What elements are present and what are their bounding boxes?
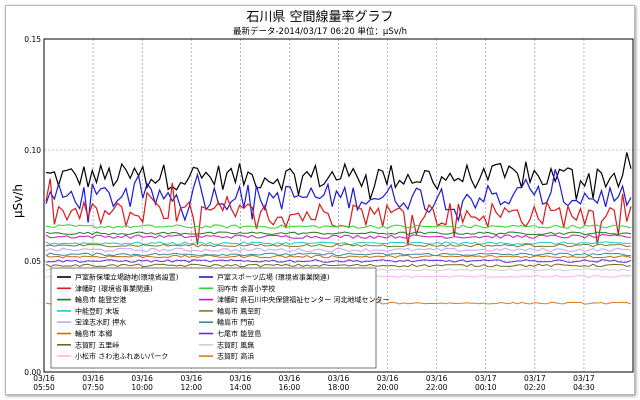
legend-entry: 戸室スポーツ広場 (環境省事業関連): [217, 273, 330, 282]
x-tick-date: 03/16: [426, 374, 448, 383]
legend-entry: 津幡町 (環境省事業関連): [75, 284, 153, 293]
x-tick-time: 14:00: [230, 383, 252, 392]
series-line: [45, 254, 632, 259]
chart-frame: 石川県 空間線量率グラフ 最新データ-2014/03/17 06:20 単位：μ…: [5, 5, 635, 395]
legend: 戸室新保埋立場跡地(環境省設置) 戸室スポーツ広場 (環境省事業関連) 津幡町 (環…: [50, 267, 389, 369]
legend-entry: 輪島市 能登空港: [75, 295, 126, 304]
x-tick-date: 03/16: [377, 374, 399, 383]
radiation-line-chart: 石川県 空間線量率グラフ 最新データ-2014/03/17 06:20 単位：μ…: [11, 9, 634, 392]
axis-ticks: 0.000.050.100.1503/1605:5003/1607:5003/1…: [24, 35, 595, 392]
series-line: [45, 263, 632, 268]
x-tick-time: 18:00: [328, 383, 350, 392]
series-line: [45, 243, 632, 248]
x-tick-date: 03/16: [180, 374, 202, 383]
series-line: [45, 224, 632, 229]
legend-entry: 輪島市 門前: [217, 318, 254, 327]
series-line: [45, 169, 632, 223]
legend-entry: 小松市 さわ池ふれあいパーク: [75, 352, 168, 361]
x-tick-date: 03/16: [279, 374, 301, 383]
series-line: [45, 231, 632, 236]
legend-entry: 志賀町 五里峠: [75, 340, 119, 349]
x-tick-time: 07:50: [82, 383, 104, 392]
plot-border: [43, 38, 634, 373]
x-tick-date: 03/17: [573, 374, 595, 383]
x-tick-date: 03/16: [33, 374, 55, 383]
x-tick-time: 02:20: [524, 383, 546, 392]
legend-entry: 羽咋市 余喜小学校: [217, 284, 275, 293]
series-line: [45, 234, 632, 239]
series-line: [45, 241, 632, 246]
x-tick-time: 04:30: [573, 383, 595, 392]
legend-entry: 輪島市 本郷: [75, 329, 112, 338]
x-tick-time: 16:00: [279, 383, 301, 392]
legend-entry: 七尾市 能登島: [217, 329, 261, 338]
legend-entry: 津幡町 県石川中央保健福祉センター 河北地域センター: [217, 295, 389, 304]
series-line: [45, 252, 631, 257]
y-axis-label: μSv/h: [11, 184, 25, 218]
chart-title: 石川県 空間線量率グラフ: [246, 9, 393, 25]
series-line: [45, 247, 632, 253]
series-line: [45, 152, 632, 200]
legend-box: [50, 267, 377, 369]
y-tick-label: 0.15: [24, 35, 41, 44]
chart-subtitle: 最新データ-2014/03/17 06:20 単位：μSv/h: [233, 26, 407, 37]
y-tick-label: 0.00: [24, 368, 41, 377]
legend-entry: 志賀町 風無: [217, 340, 254, 349]
series-line: [45, 259, 632, 263]
y-tick-label: 0.05: [24, 257, 41, 266]
legend-entry: 輪島市 鳳至町: [217, 306, 261, 315]
x-tick-date: 03/16: [230, 374, 252, 383]
x-tick-date: 03/17: [524, 374, 546, 383]
x-tick-date: 03/16: [82, 374, 104, 383]
x-tick-time: 20:00: [377, 383, 399, 392]
legend-entry: 戸室新保埋立場跡地(環境省設置): [75, 273, 179, 282]
x-tick-time: 10:00: [131, 383, 153, 392]
x-tick-date: 03/17: [475, 374, 497, 383]
x-tick-date: 03/16: [131, 374, 153, 383]
legend-entry: 志賀町 高浜: [217, 352, 254, 361]
legend-entry: 宝達志水町 押水: [75, 318, 126, 327]
x-tick-time: 05:50: [33, 383, 55, 392]
legend-entry: 中能登町 末坂: [75, 306, 119, 315]
x-tick-time: 00:10: [475, 383, 497, 392]
x-tick-date: 03/16: [328, 374, 350, 383]
x-tick-time: 22:00: [426, 383, 448, 392]
x-tick-time: 12:00: [180, 383, 202, 392]
y-tick-label: 0.10: [24, 146, 41, 155]
